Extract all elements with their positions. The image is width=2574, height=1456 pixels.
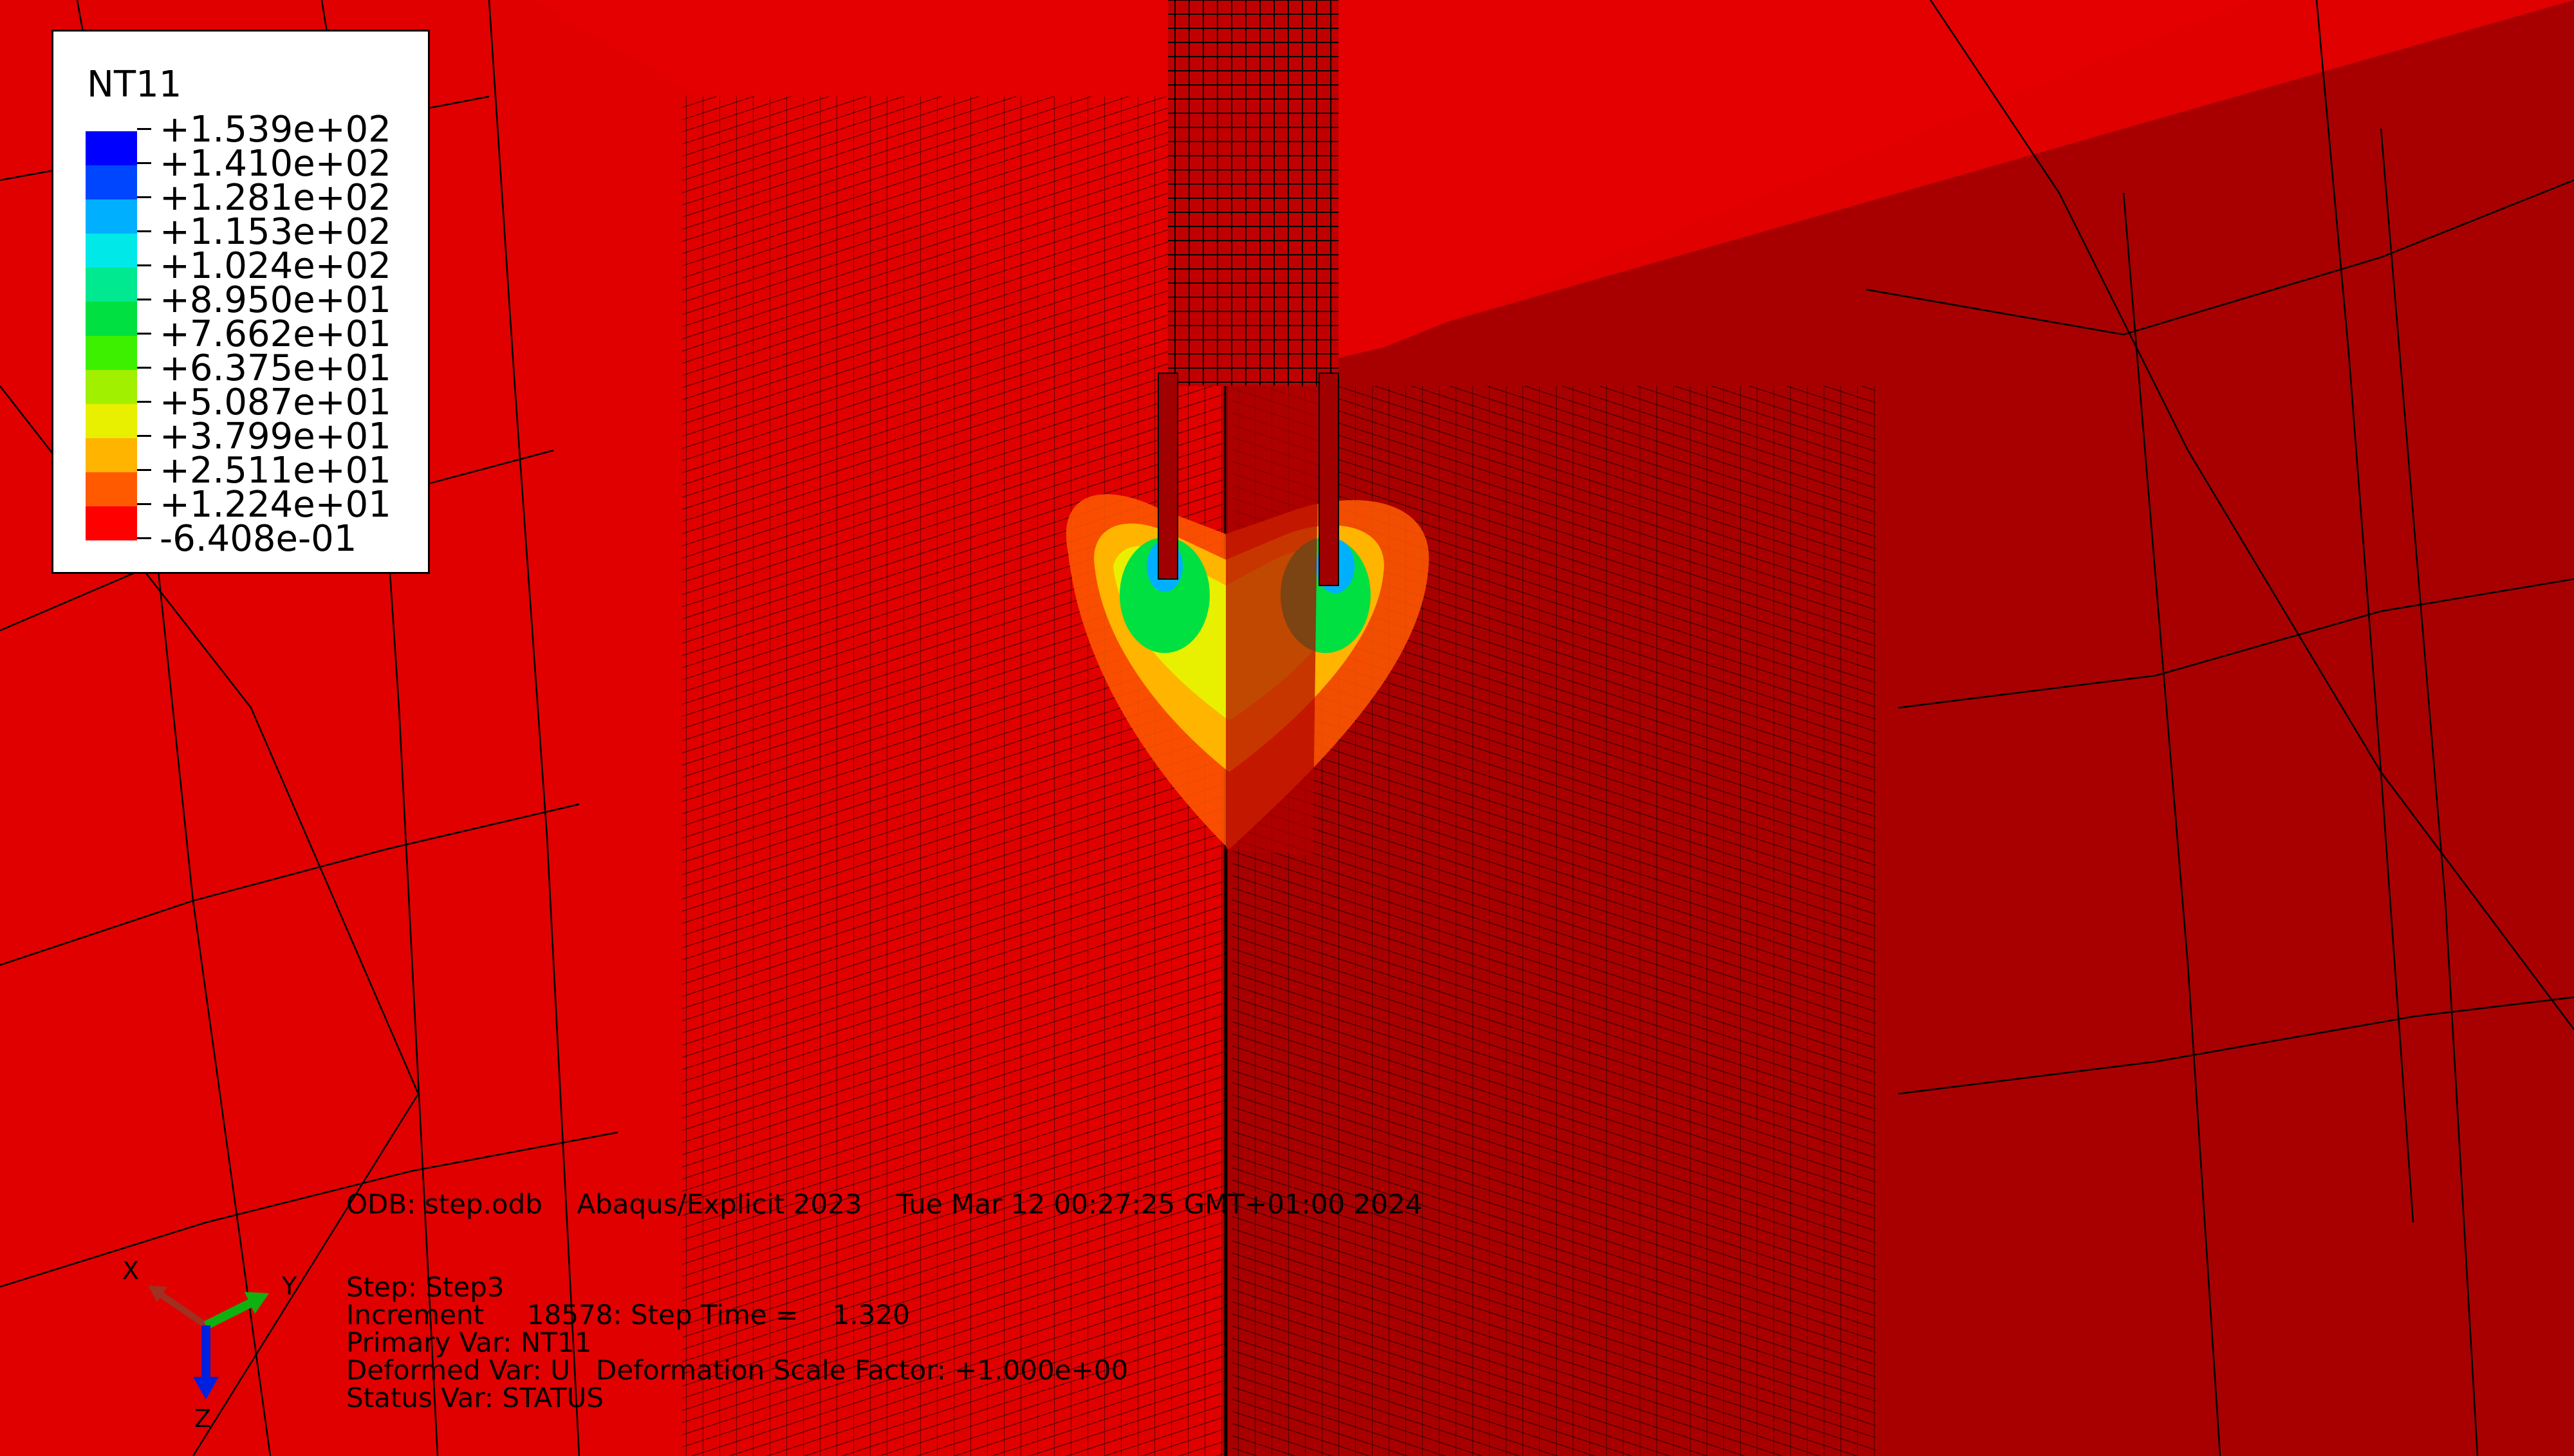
legend: NT11 +1.539e+02 +1.410e+02 +1.281e+02 +1.15… — [51, 30, 430, 574]
z-axis-head — [193, 1377, 219, 1399]
legend-tick-label: +3.799e+01 — [160, 416, 391, 457]
legend-tick-mark — [137, 264, 151, 266]
z-axis-label: Z — [194, 1405, 211, 1433]
legend-tick-label: -6.408e-01 — [160, 518, 357, 560]
axis-triad: X Y Z — [122, 1257, 297, 1433]
legend-swatch — [86, 199, 137, 234]
primary-var-line: Primary Var: NT11 — [346, 1327, 592, 1358]
fine-mesh-left-v — [682, 97, 1223, 1456]
legend-swatch — [86, 302, 137, 336]
hot-spot-left — [1120, 537, 1210, 653]
legend-tick-label: +1.153e+02 — [160, 211, 391, 253]
coarse-mesh-right — [1866, 0, 2574, 1456]
x-axis-label: X — [122, 1257, 139, 1285]
legend-tick-label: +5.087e+01 — [160, 382, 391, 423]
legend-tick-label: +2.511e+01 — [160, 450, 391, 492]
legend-tick-label: +8.950e+01 — [160, 279, 391, 321]
x-axis-head — [148, 1286, 167, 1302]
legend-swatch — [86, 234, 137, 268]
legend-tick-mark — [137, 469, 151, 471]
deformed-var-line: Deformed Var: U Deformation Scale Factor… — [346, 1354, 1129, 1386]
legend-color-bar — [86, 131, 137, 540]
legend-tick-mark — [137, 230, 151, 232]
legend-tick-label: +1.539e+02 — [160, 109, 391, 151]
increment-line: Increment 18578: Step Time = 1.320 — [346, 1299, 910, 1331]
legend-tick-label: +6.375e+01 — [160, 347, 391, 389]
legend-tick-label: +1.281e+02 — [160, 177, 391, 219]
legend-tick-mark — [137, 333, 151, 335]
step-line: Step: Step3 — [346, 1271, 505, 1303]
legend-tick-mark — [137, 401, 151, 403]
status-var-line: Status Var: STATUS — [346, 1382, 604, 1414]
legend-swatch — [86, 165, 137, 199]
legend-tick-mark — [137, 196, 151, 198]
odb-line: ODB: step.odb Abaqus/Explicit 2023 Tue M… — [346, 1188, 1423, 1220]
legend-tick-label: +1.024e+02 — [160, 245, 391, 287]
y-axis-label: Y — [281, 1272, 297, 1300]
legend-title: NT11 — [87, 64, 182, 106]
legend-swatch — [86, 438, 137, 472]
legend-tick-mark — [137, 435, 151, 437]
legend-tick-mark — [137, 367, 151, 369]
legend-tick-label: +1.224e+01 — [160, 484, 391, 526]
tool-cylinder — [1158, 0, 1339, 586]
legend-swatch — [86, 472, 137, 506]
x-axis-arrow — [153, 1287, 208, 1329]
legend-tick-label: +7.662e+01 — [160, 313, 391, 355]
legend-swatch — [86, 404, 137, 438]
info-block: ODB: step.odb Abaqus/Explicit 2023 Tue M… — [346, 1190, 1422, 1412]
legend-swatch — [86, 370, 137, 404]
legend-swatch — [86, 336, 137, 370]
legend-swatch — [86, 268, 137, 302]
corner-block — [1226, 376, 1319, 856]
legend-tick-mark — [137, 128, 151, 130]
legend-tick-mark — [137, 537, 151, 539]
legend-swatch — [86, 506, 137, 540]
legend-tick-mark — [137, 503, 151, 505]
legend-tick-mark — [137, 299, 151, 300]
legend-tick-label: +1.410e+02 — [160, 143, 391, 185]
y-axis-arrow — [203, 1295, 260, 1330]
y-axis-head — [245, 1292, 269, 1314]
legend-swatch — [86, 131, 137, 165]
legend-tick-mark — [137, 162, 151, 164]
